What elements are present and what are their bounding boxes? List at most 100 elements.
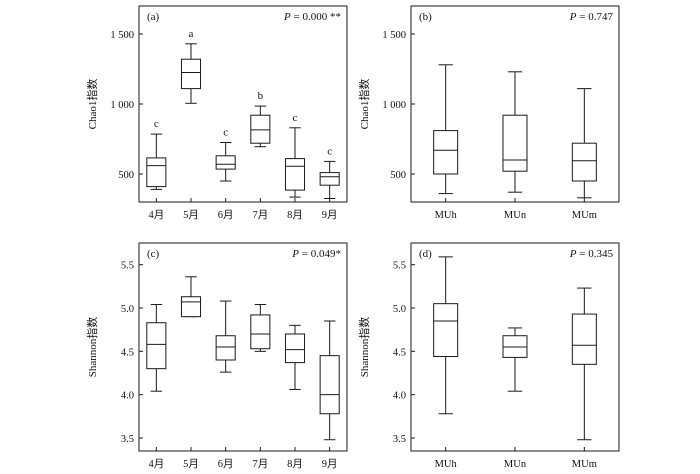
x-axis-tick-labels: MUh MUn MUm — [435, 198, 597, 221]
iqr-box — [180, 58, 202, 90]
box-4: b — [250, 90, 271, 148]
box-1 — [146, 304, 167, 392]
y-tick-label: 4.0 — [121, 391, 134, 402]
p-value-annotation: P = 0.345 — [569, 248, 614, 260]
y-tick-label: 4.5 — [393, 347, 406, 358]
plot-frame — [138, 5, 348, 203]
significance-letter: a — [189, 28, 194, 40]
y-tick-label: 5.0 — [121, 304, 134, 315]
iqr-box — [284, 158, 306, 191]
y-tick-label: 4.0 — [393, 391, 406, 402]
y-tick-label: 5.0 — [393, 304, 406, 315]
y-axis-label: Shannon指数 — [357, 317, 371, 378]
iqr-box — [433, 303, 459, 358]
iqr-box — [250, 114, 271, 144]
x-axis-tick-labels: MUh MUn MUm — [435, 447, 597, 470]
boxes — [433, 64, 597, 199]
x-tick-label: MUm — [572, 459, 597, 470]
y-tick-label: 1 500 — [110, 30, 134, 41]
x-tick-label: MUh — [435, 459, 458, 470]
box-1 — [433, 256, 459, 415]
panel-d: (d) P = 0.345 Shannon指数 3.54.04.55.05.5 … — [357, 242, 620, 470]
box-2 — [502, 71, 528, 193]
box-6: c — [319, 145, 340, 199]
significance-letter: c — [293, 112, 298, 124]
iqr-box — [319, 172, 340, 186]
y-tick-label: 3.5 — [121, 434, 134, 445]
y-tick-label: 4.5 — [121, 347, 134, 358]
x-tick-label: 9月 — [322, 209, 338, 221]
box-5: c — [284, 112, 306, 198]
significance-letter: b — [258, 90, 264, 102]
iqr-box — [146, 157, 167, 188]
iqr-box — [571, 313, 597, 365]
iqr-box — [319, 355, 340, 415]
panel-c: (c) P = 0.049* Shannon指数 3.5 4.0 4.5 5.0 5.5… — [85, 242, 348, 470]
x-tick-label: 4月 — [148, 458, 164, 470]
x-tick-label: 6月 — [218, 209, 234, 221]
y-axis-ticks: 3.5 4.0 4.5 5.0 5.5 — [121, 261, 143, 445]
y-axis-label: Chao1指数 — [85, 79, 99, 130]
box-3 — [215, 300, 236, 373]
y-axis-label: Shannon指数 — [85, 317, 99, 378]
y-tick-label: 5.5 — [393, 261, 406, 272]
x-tick-label: MUm — [572, 210, 597, 221]
significance-letter: c — [327, 145, 332, 157]
x-tick-label: 8月 — [287, 458, 303, 470]
iqr-box — [502, 114, 528, 172]
p-value-annotation: P = 0.049* — [291, 248, 341, 260]
boxes — [146, 276, 340, 441]
y-axis-label: Chao1指数 — [357, 79, 371, 130]
iqr-box — [215, 335, 236, 361]
panel-label: (d) — [419, 248, 432, 260]
panel-label: (c) — [147, 248, 160, 260]
y-tick-label: 1 500 — [382, 30, 406, 41]
box-4 — [250, 304, 271, 352]
x-tick-label: 6月 — [218, 458, 234, 470]
y-axis-ticks: 3.5 4.0 4.5 5.0 5.5 — [393, 261, 415, 445]
boxes — [433, 256, 597, 441]
x-tick-label: 7月 — [252, 458, 268, 470]
y-tick-label: 500 — [118, 170, 134, 181]
panel-label: (b) — [419, 11, 432, 23]
box-2: a — [180, 28, 202, 104]
y-tick-label: 1 000 — [382, 100, 406, 111]
x-tick-label: 8月 — [287, 209, 303, 221]
box-6 — [319, 320, 340, 441]
iqr-box — [250, 314, 271, 350]
y-tick-label: 5.5 — [121, 261, 134, 272]
y-tick-label: 1 000 — [110, 100, 134, 111]
box-3: c — [215, 127, 236, 182]
iqr-box — [146, 322, 167, 370]
iqr-box — [433, 130, 459, 175]
x-tick-label: 4月 — [148, 209, 164, 221]
x-tick-label: MUn — [504, 210, 527, 221]
iqr-box — [284, 333, 306, 364]
x-axis-tick-labels: 4月 5月 6月 7月 8月 9月 — [148, 447, 338, 470]
x-tick-label: 5月 — [183, 209, 199, 221]
x-tick-label: 5月 — [183, 458, 199, 470]
x-tick-label: MUh — [435, 210, 458, 221]
x-tick-label: 9月 — [322, 458, 338, 470]
box-5 — [284, 324, 306, 390]
significance-letter: c — [223, 127, 228, 139]
x-tick-label: MUn — [504, 459, 527, 470]
y-tick-label: 3.5 — [393, 434, 406, 445]
box-3 — [571, 88, 597, 199]
x-axis-tick-labels: 4月 5月 6月 7月 8月 9月 — [148, 198, 338, 221]
panel-a: (a) P = 0.000 ** Chao1指数 500 1 000 1 500 c… — [85, 5, 348, 221]
iqr-box — [571, 142, 597, 182]
x-tick-label: 7月 — [252, 209, 268, 221]
box-1: c — [146, 118, 167, 190]
panel-label: (a) — [147, 11, 160, 23]
boxes: c a c b c c — [146, 28, 340, 199]
plot-frame — [138, 242, 348, 452]
iqr-box — [215, 155, 236, 170]
y-axis-ticks: 500 1 000 1 500 — [382, 30, 415, 181]
box-2 — [502, 327, 528, 392]
iqr-box — [180, 296, 202, 318]
p-value-annotation: P = 0.747 — [569, 11, 614, 23]
p-value-annotation: P = 0.000 ** — [283, 11, 341, 23]
